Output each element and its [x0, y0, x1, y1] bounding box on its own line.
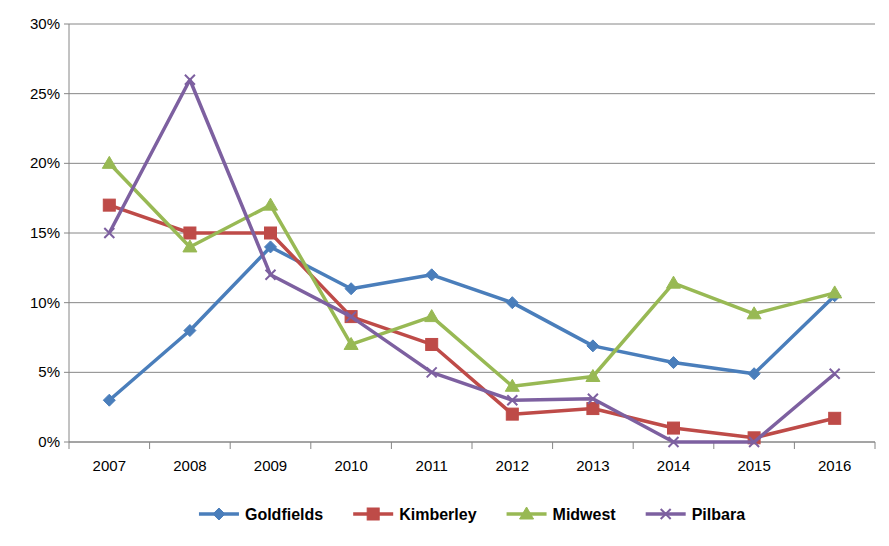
series-line [109, 205, 834, 438]
legend-marker [520, 507, 534, 519]
legend-item: Midwest [507, 506, 617, 523]
series-marker [185, 75, 195, 85]
y-tick-label: 10% [30, 294, 60, 311]
series-marker [103, 199, 115, 211]
series-marker [266, 270, 276, 280]
series-marker [184, 325, 196, 337]
y-tick [64, 93, 69, 94]
plot-data [102, 75, 841, 447]
series-marker [830, 369, 840, 379]
series-marker [506, 297, 518, 309]
series-marker [345, 311, 357, 323]
series-marker [344, 337, 358, 349]
x-tick-label: 2016 [818, 457, 851, 474]
series-marker [183, 240, 197, 252]
series-marker [749, 437, 759, 447]
series-marker [505, 379, 519, 391]
y-tick-label: 5% [38, 363, 60, 380]
y-tick-label: 20% [30, 154, 60, 171]
x-tick-label: 2013 [576, 457, 609, 474]
series-marker [345, 283, 357, 295]
x-tick [794, 442, 795, 449]
series-marker [828, 286, 842, 298]
y-tick [64, 163, 69, 164]
series-marker [507, 395, 517, 405]
y-tick-label: 0% [38, 433, 60, 450]
x-tick [472, 442, 473, 449]
x-tick [69, 442, 70, 449]
chart-svg: 0% 5% 10% 15% 20% 25% 30% 2007 2008 2009 2010 2011 2… [0, 0, 889, 546]
series-marker [102, 156, 116, 168]
series-marker [506, 408, 518, 420]
x-tick-label: 2009 [254, 457, 287, 474]
series-marker [265, 227, 277, 239]
series-marker [346, 312, 356, 322]
series-marker [586, 370, 600, 382]
x-tick [875, 442, 876, 449]
y-tick-label: 30% [30, 15, 60, 32]
x-tick-label: 2015 [737, 457, 770, 474]
series-marker [748, 368, 760, 380]
series-marker [588, 394, 598, 404]
x-tick-label: 2010 [334, 457, 367, 474]
x-tick [230, 442, 231, 449]
x-tick [310, 442, 311, 449]
series-marker [104, 228, 114, 238]
x-tick-label: 2011 [416, 457, 448, 474]
y-tick-label: 25% [30, 85, 60, 102]
chart-container: 0% 5% 10% 15% 20% 25% 30% 2007 2008 2009 2010 2011 2… [0, 0, 889, 546]
series-marker [669, 437, 679, 447]
legend-label: Kimberley [399, 506, 476, 523]
series-marker [426, 269, 438, 281]
y-tick [64, 442, 69, 443]
x-tick-label: 2014 [657, 457, 690, 474]
y-tick [64, 233, 69, 234]
y-axis [69, 24, 70, 442]
y-tick [64, 372, 69, 373]
legend-item: Pilbara [646, 506, 745, 523]
series-marker [747, 307, 761, 319]
x-tick [552, 442, 553, 449]
x-tick [149, 442, 150, 449]
legend-marker [661, 509, 671, 519]
legend-label: Goldfields [245, 506, 323, 523]
x-tick-label: 2008 [173, 457, 206, 474]
y-tick [64, 302, 69, 303]
series-marker [668, 422, 680, 434]
x-tick [633, 442, 634, 449]
grid-line [69, 24, 875, 25]
grid-line [69, 163, 875, 164]
series-marker [587, 340, 599, 352]
legend-marker [367, 508, 379, 520]
series-marker [426, 338, 438, 350]
y-tick-label: 15% [30, 224, 60, 241]
series-marker [427, 367, 437, 377]
legend-label: Pilbara [692, 506, 745, 523]
series-line [109, 80, 834, 442]
grid-line [69, 302, 875, 303]
grid [64, 24, 875, 442]
grid-line [69, 93, 875, 94]
y-tick [64, 24, 69, 25]
x-tick-label: 2007 [93, 457, 126, 474]
series-line [109, 163, 834, 386]
series-marker [184, 227, 196, 239]
series-marker [103, 394, 115, 406]
x-tick-label: 2012 [496, 457, 529, 474]
legend-item: Goldfields [199, 506, 323, 523]
legend-label: Midwest [553, 506, 617, 523]
series-marker [668, 357, 680, 369]
series-marker [425, 310, 439, 322]
legend-item: Kimberley [353, 506, 476, 523]
x-tick [391, 442, 392, 449]
series-marker [265, 241, 277, 253]
series-marker [829, 412, 841, 424]
series-marker [667, 276, 681, 288]
legend-marker [213, 508, 225, 520]
legend: Goldfields Kimberley Midwest Pilbara [199, 506, 745, 523]
series-marker [264, 198, 278, 210]
